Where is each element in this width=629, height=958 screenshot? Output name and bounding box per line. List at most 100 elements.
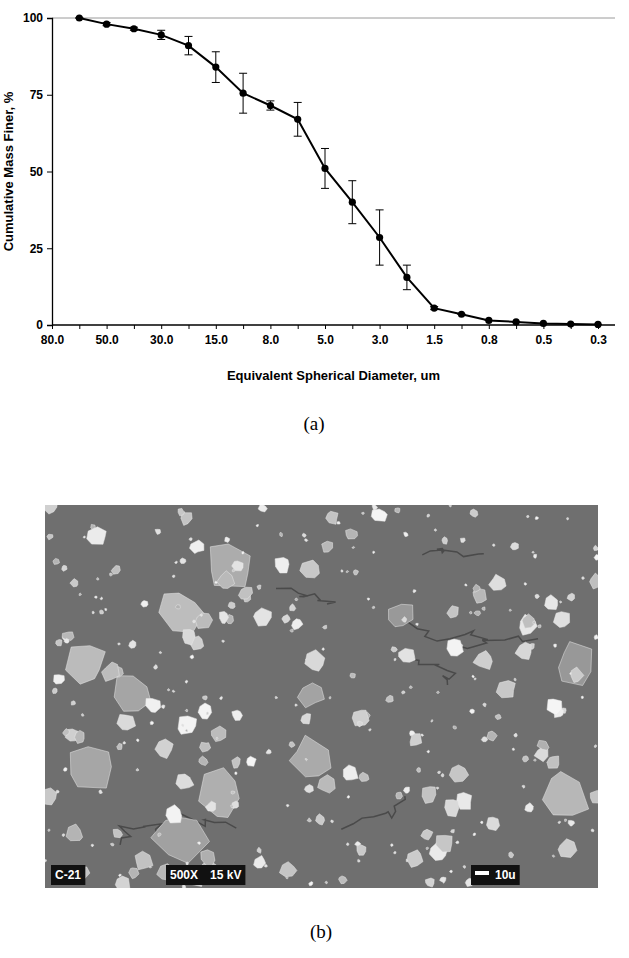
x-tick-mark (325, 325, 326, 329)
label-box-bg (51, 865, 85, 885)
particle (409, 686, 412, 689)
particle (305, 650, 325, 672)
x-tick-mark (352, 325, 353, 329)
x-tick-mark (298, 325, 299, 329)
x-tick (352, 325, 353, 329)
particle (447, 606, 459, 618)
particle (275, 558, 289, 574)
particle (450, 870, 453, 873)
particle (372, 505, 378, 510)
particle (341, 570, 343, 573)
x-axis: 80.050.030.015.08.05.03.01.50.80.50.3 (41, 325, 615, 347)
particle (83, 536, 85, 538)
particle (129, 868, 139, 879)
particle (309, 882, 313, 886)
y-tick-mark (47, 95, 52, 96)
particle (560, 601, 562, 603)
x-tick-mark (134, 325, 135, 329)
particle (220, 612, 229, 624)
x-tick-label: 8.0 (263, 333, 280, 347)
particle (515, 642, 531, 659)
label-box: C-21 (51, 865, 85, 885)
particle (339, 876, 348, 884)
particle (362, 512, 365, 514)
particle (183, 630, 196, 646)
data-point (103, 21, 110, 28)
particle (347, 796, 349, 799)
x-tick: 3.0 (372, 325, 389, 347)
x-tick-label: 5.0 (317, 333, 334, 347)
particle (371, 509, 387, 521)
particle (483, 703, 486, 707)
particle (150, 721, 153, 724)
particle (295, 598, 298, 601)
particle (496, 681, 515, 698)
particle (117, 714, 136, 730)
particle (394, 659, 396, 661)
particle (62, 565, 67, 571)
y-tick-mark (47, 18, 52, 19)
particle (474, 678, 476, 680)
particle (266, 749, 271, 754)
particle (290, 604, 296, 611)
x-tick (189, 325, 190, 329)
particle (66, 824, 83, 841)
x-tick-mark (270, 325, 271, 329)
y-tick-mark (47, 325, 52, 326)
label-box: 10u (471, 865, 520, 885)
particle (137, 739, 140, 742)
particle (203, 696, 208, 700)
particle (141, 601, 148, 608)
micrograph-label: 500X (170, 868, 198, 882)
particle (232, 561, 243, 571)
particle (404, 532, 408, 536)
particle (199, 756, 208, 766)
x-tick: 50.0 (95, 325, 119, 347)
label-box: 500X15 kV (166, 865, 245, 885)
y-tick-label: 100 (23, 11, 43, 25)
particle (473, 833, 475, 836)
particle (421, 734, 424, 736)
particle (166, 805, 182, 823)
particle (343, 765, 358, 780)
particle (185, 680, 188, 683)
particle (176, 774, 194, 789)
x-tick (462, 325, 463, 329)
particle (417, 768, 421, 773)
particle (422, 787, 436, 804)
data-point (76, 14, 83, 21)
particle (47, 534, 53, 540)
particle (440, 877, 446, 883)
y-axis: 0255075100 (23, 11, 53, 332)
particle (373, 551, 375, 553)
x-tick-mark (489, 325, 490, 329)
particle (87, 527, 107, 545)
particle (129, 640, 136, 648)
crack (341, 796, 405, 829)
data-point (458, 311, 465, 318)
particle (167, 689, 170, 691)
particle (197, 842, 200, 845)
x-tick-label: 0.3 (590, 333, 607, 347)
particle (190, 655, 194, 659)
particle (231, 791, 235, 794)
particle (470, 509, 478, 517)
particle (470, 709, 475, 713)
particle (304, 785, 313, 793)
particle (582, 577, 585, 580)
figure: 80.050.030.015.08.05.03.01.50.80.50.3025… (0, 0, 629, 958)
particle (559, 642, 592, 686)
particle (326, 511, 338, 524)
particle (558, 839, 577, 858)
y-tick: 25 (30, 242, 52, 256)
particle (322, 648, 324, 651)
particle (71, 701, 75, 705)
particle (180, 558, 186, 564)
particle (70, 747, 111, 788)
x-tick-mark (107, 325, 108, 329)
data-point (431, 305, 438, 312)
particle (135, 851, 153, 870)
x-axis-line (52, 324, 615, 325)
particle (75, 730, 85, 743)
y-tick: 100 (23, 11, 52, 25)
